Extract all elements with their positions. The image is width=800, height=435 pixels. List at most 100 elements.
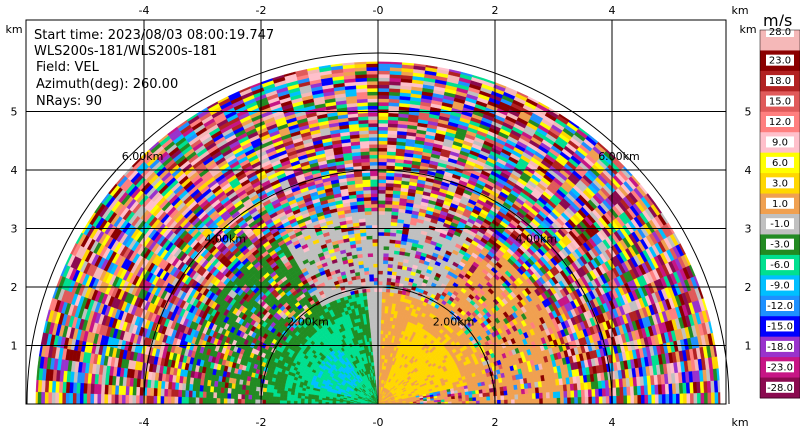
velocity-cell (507, 394, 512, 400)
velocity-cell (384, 309, 389, 314)
velocity-cell (382, 277, 388, 282)
velocity-cell (377, 136, 388, 142)
velocity-cell (372, 252, 379, 257)
velocity-cell (383, 235, 391, 240)
velocity-cell (552, 391, 558, 399)
velocity-cell (383, 245, 390, 251)
velocity-cell (368, 147, 379, 152)
velocity-cell (379, 340, 383, 345)
velocity-cell (369, 168, 379, 173)
velocity-cell (679, 393, 684, 404)
velocity-cell (385, 182, 394, 188)
velocity-cell (385, 186, 394, 191)
velocity-cell (601, 387, 607, 397)
velocity-cell (503, 394, 509, 400)
velocity-cell (377, 217, 385, 222)
velocity-cell (384, 200, 393, 205)
velocity-cell (377, 73, 390, 79)
velocity-cell (377, 168, 387, 173)
velocity-cell (633, 394, 638, 404)
velocity-cell (521, 398, 526, 404)
velocity-cell (528, 398, 533, 404)
velocity-cell (370, 203, 379, 208)
velocity-cell (363, 196, 372, 202)
velocity-cell (363, 203, 372, 209)
velocity-cell (382, 266, 388, 272)
velocity-cell (693, 392, 698, 404)
velocity-cell (379, 337, 383, 342)
velocity-cell (535, 392, 540, 399)
velocity-cell (377, 207, 386, 212)
velocity-cell (385, 172, 395, 177)
velocity-cell (365, 288, 371, 293)
velocity-cell (374, 298, 379, 303)
velocity-cell (365, 66, 379, 72)
velocity-cell (383, 238, 390, 244)
velocity-cell (369, 154, 379, 159)
velocity-cell (542, 397, 547, 404)
velocity-cell (598, 388, 603, 397)
velocity-cell (619, 395, 624, 404)
velocity-cell (496, 390, 501, 396)
velocity-cell (580, 389, 586, 398)
velocity-cell (383, 312, 388, 317)
velocity-cell (689, 392, 695, 404)
velocity-cell (367, 101, 379, 107)
velocity-cell (377, 172, 387, 177)
velocity-cell (377, 158, 387, 163)
velocity-cell (465, 397, 470, 402)
velocity-cell (368, 136, 379, 142)
velocity-cell (377, 70, 390, 75)
velocity-cell (377, 196, 386, 201)
velocity-cell (383, 231, 391, 237)
velocity-cell (497, 399, 502, 404)
velocity-cell (584, 396, 589, 404)
velocity-cell (556, 397, 561, 404)
velocity-cell (367, 256, 374, 261)
velocity-cell (485, 392, 491, 397)
velocity-cell (377, 284, 383, 289)
velocity-cell (371, 231, 379, 236)
velocity-cell (366, 73, 379, 79)
velocity-cell (374, 301, 379, 307)
velocity-cell (383, 242, 390, 247)
velocity-cell (381, 280, 387, 286)
velocity-cell (381, 302, 386, 307)
velocity-cell (364, 274, 370, 279)
velocity-cell (595, 396, 600, 404)
velocity-cell (365, 228, 373, 233)
velocity-cell (386, 281, 392, 286)
velocity-cell (373, 270, 379, 275)
velocity-cell (377, 256, 384, 261)
velocity-cell (366, 238, 373, 244)
velocity-cell (454, 398, 459, 402)
velocity-cell (384, 305, 389, 310)
velocity-cell (366, 249, 373, 254)
velocity-cell (482, 396, 487, 401)
velocity-cell (361, 172, 371, 177)
velocity-cell (518, 398, 523, 404)
velocity-cell (384, 203, 393, 209)
velocity-cell (493, 399, 498, 404)
velocity-cell (710, 391, 716, 404)
velocity-cell (556, 391, 561, 399)
velocity-cell (377, 126, 388, 131)
velocity-cell (373, 284, 379, 289)
velocity-cell (369, 291, 375, 296)
velocity-cell (372, 263, 379, 268)
velocity-cell (369, 287, 375, 293)
velocity-cell (382, 256, 389, 261)
velocity-cell (615, 386, 621, 396)
velocity-cell (475, 393, 480, 398)
velocity-cell (365, 231, 373, 237)
velocity-cell (383, 319, 388, 324)
velocity-cell (475, 396, 480, 401)
velocity-cell (385, 295, 390, 300)
velocity-cell (370, 189, 379, 194)
velocity-cell (626, 394, 631, 404)
velocity-cell (384, 214, 392, 219)
velocity-cell (563, 390, 568, 398)
velocity-cell (367, 302, 372, 307)
velocity-cell (380, 312, 385, 317)
velocity-cell (367, 119, 379, 124)
